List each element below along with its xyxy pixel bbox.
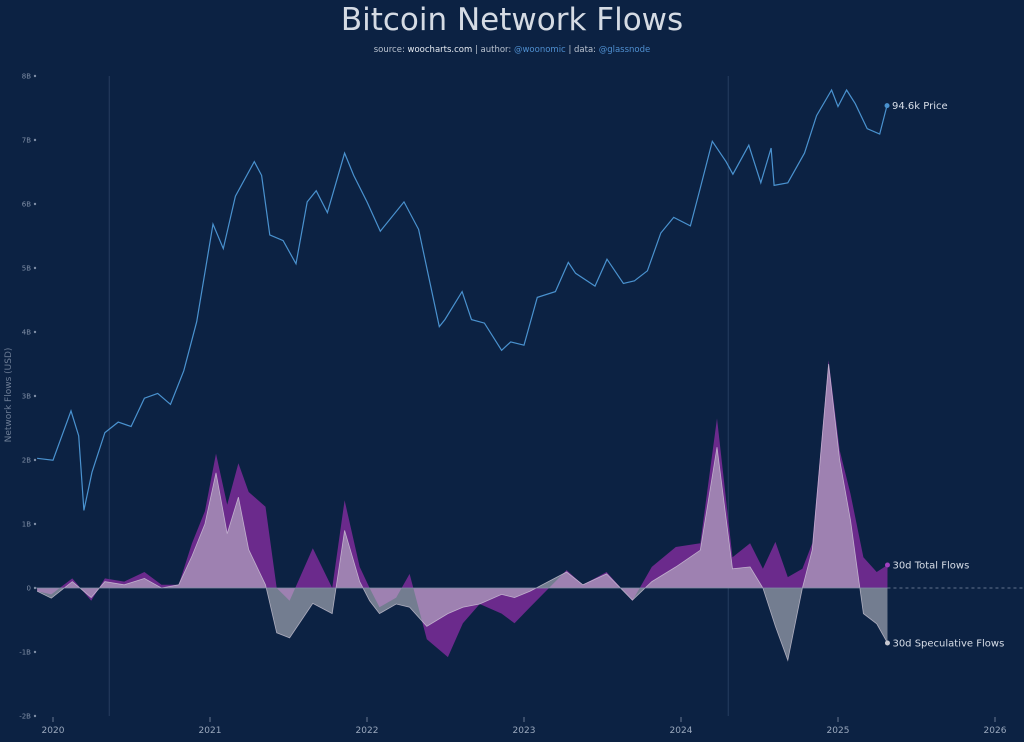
x-tick-label: 2020 <box>42 726 65 736</box>
author-prefix: | author: <box>475 45 511 55</box>
price-line <box>37 88 888 511</box>
vertical-markers <box>108 76 729 716</box>
y-tick-label: 8B <box>22 73 31 81</box>
x-tick-label: 2024 <box>670 726 693 736</box>
y-tick-label: 2B <box>22 457 31 465</box>
speculative-flows-end-marker <box>884 640 890 646</box>
y-axis-label: Network Flows (USD) <box>4 348 14 443</box>
y-tick-mark <box>33 714 37 718</box>
source-link[interactable]: woocharts.com <box>408 45 473 55</box>
y-tick-label: 7B <box>22 137 31 145</box>
y-tick-mark <box>33 330 37 334</box>
y-tick-mark <box>33 522 37 526</box>
y-tick-label: 3B <box>22 393 31 401</box>
y-tick-label: 6B <box>22 201 31 209</box>
y-tick-mark <box>33 138 37 142</box>
x-tick-label: 2023 <box>513 726 536 736</box>
x-tick-label: 2025 <box>827 726 850 736</box>
total-flows-end-marker <box>884 562 890 568</box>
author-link[interactable]: @woonomic <box>514 45 566 55</box>
y-tick-label: 1B <box>22 521 31 529</box>
total-flows-area <box>37 360 888 658</box>
x-tick-label: 2021 <box>199 726 222 736</box>
y-tick-label: 5B <box>22 265 31 273</box>
y-tick-mark <box>33 266 37 270</box>
series-labels: 94.6k Price 30d Total Flows 30d Speculativ… <box>884 101 1004 650</box>
y-axis: 8B 7B 6B 5B 4B 3B 2B 1B 0 -1B -2B <box>19 73 37 721</box>
data-prefix: | data: <box>568 45 596 55</box>
y-tick-label: -2B <box>19 713 31 721</box>
speculative-flows-area <box>37 364 888 661</box>
speculative-flows-line <box>36 363 888 662</box>
chart-title: Bitcoin Network Flows <box>341 2 683 38</box>
total-flows-end-label: 30d Total Flows <box>892 560 969 571</box>
y-tick-mark <box>33 650 37 654</box>
y-tick-mark <box>33 394 37 398</box>
x-tick-label: 2022 <box>356 726 379 736</box>
price-end-marker <box>884 103 890 109</box>
chart-subtitle: source: woocharts.com | author: @woonomi… <box>374 45 651 55</box>
y-tick-label: 0 <box>27 585 31 593</box>
x-tick-label: 2026 <box>984 726 1007 736</box>
source-prefix: source: <box>374 45 405 55</box>
y-tick-mark <box>33 458 37 462</box>
data-link[interactable]: @glassnode <box>599 45 651 55</box>
y-tick-mark <box>33 74 37 78</box>
x-axis: 2020 2021 2022 2023 2024 2025 2026 <box>42 717 1007 736</box>
price-end-label: 94.6k Price <box>892 101 948 112</box>
y-tick-label: -1B <box>19 649 31 657</box>
y-tick-label: 4B <box>22 329 31 337</box>
y-tick-mark <box>33 202 37 206</box>
speculative-flows-end-label: 30d Speculative Flows <box>892 639 1004 650</box>
plot-area <box>35 88 1024 662</box>
